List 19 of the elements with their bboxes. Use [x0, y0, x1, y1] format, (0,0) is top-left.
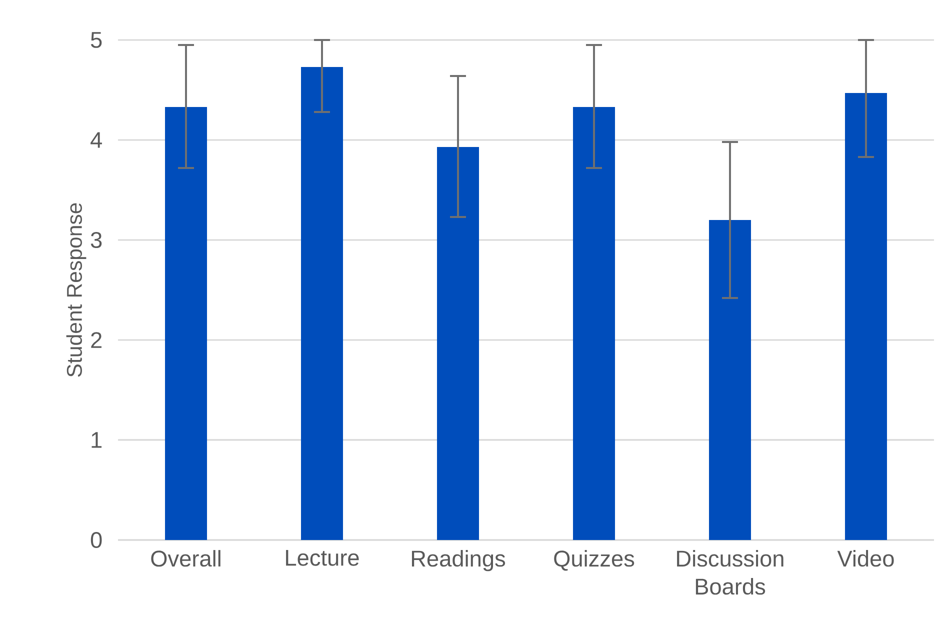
y-tick-label: 1 [92, 432, 102, 448]
bar [708, 220, 751, 540]
bar [572, 106, 615, 540]
x-tick-label: Readings [412, 550, 506, 572]
bar [844, 92, 887, 540]
x-tick-label: Video [837, 550, 894, 567]
y-tick-label: 5 [90, 32, 102, 48]
y-tick-label: 4 [90, 132, 102, 148]
bar [437, 146, 479, 540]
x-tick-label: Discussion Boards [677, 550, 784, 595]
x-tick-label: Lecture [286, 550, 359, 566]
y-axis-title: Student Response [66, 203, 86, 377]
y-tick-label: 3 [90, 232, 102, 248]
bar [165, 106, 208, 540]
x-tick-label: Overall [151, 550, 220, 567]
x-tick-label: Quizzes [554, 550, 634, 571]
y-tick-label: 2 [91, 332, 102, 348]
bar [301, 66, 343, 540]
y-tick-label: 0 [90, 532, 102, 548]
